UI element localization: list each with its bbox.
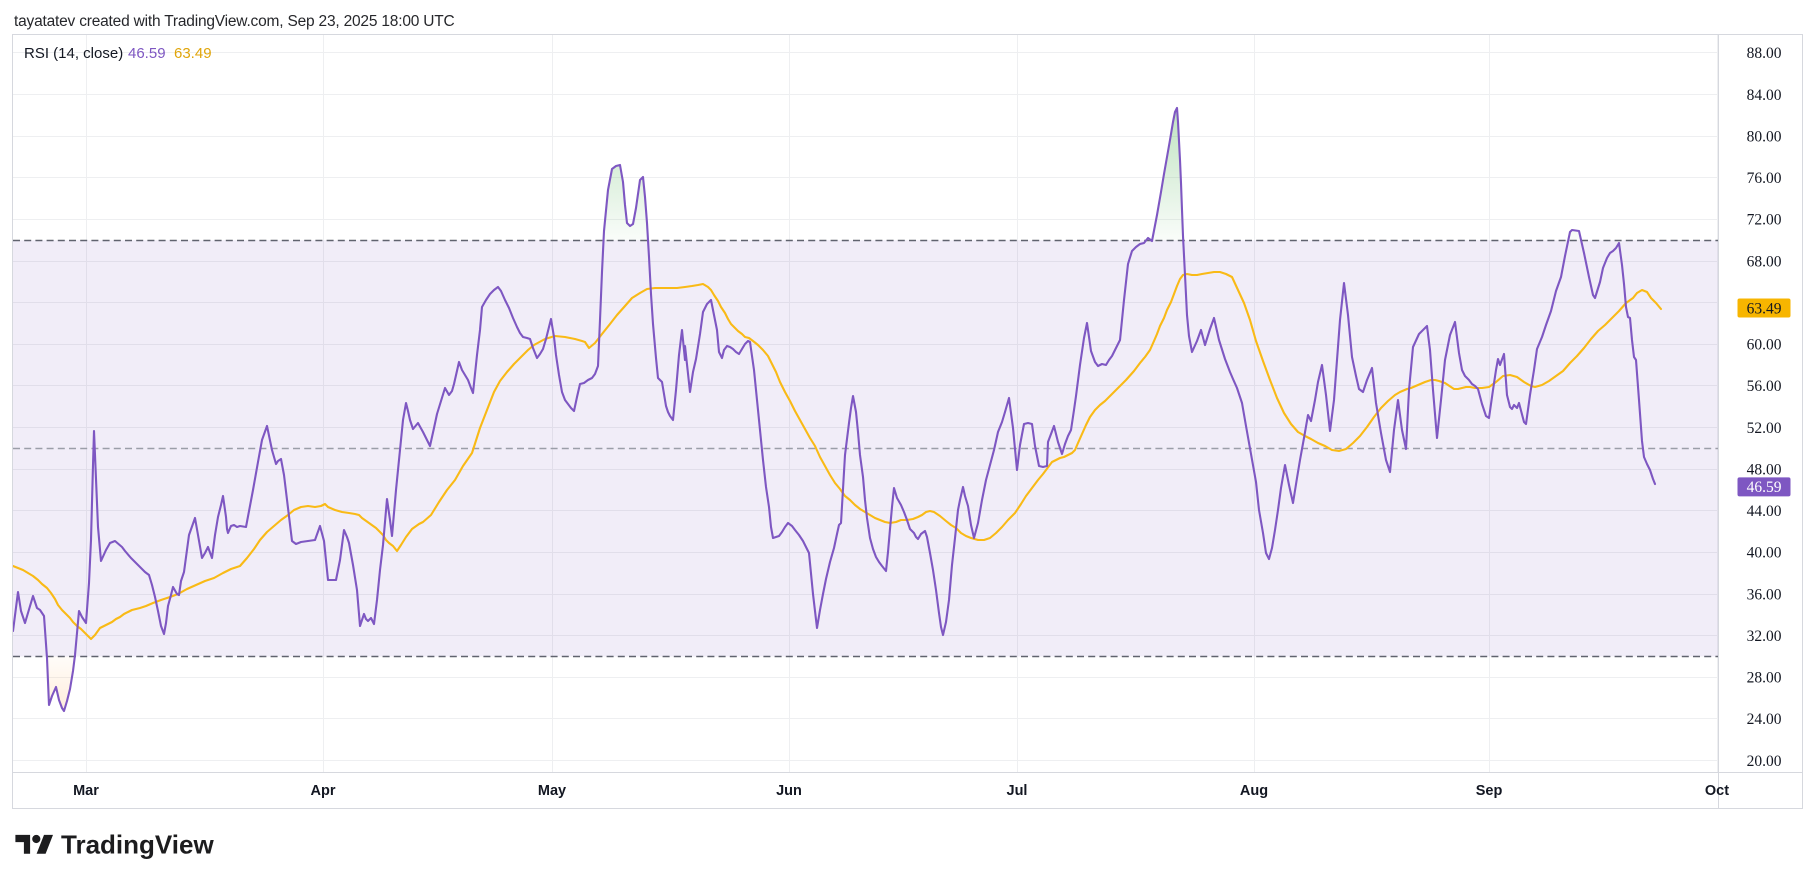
svg-text:RSI (14, close): RSI (14, close) — [24, 45, 123, 62]
svg-text:56.00: 56.00 — [1747, 378, 1782, 395]
svg-text:84.00: 84.00 — [1747, 87, 1782, 104]
svg-text:88.00: 88.00 — [1747, 45, 1782, 62]
svg-text:May: May — [538, 783, 566, 799]
svg-text:76.00: 76.00 — [1747, 170, 1782, 187]
svg-text:44.00: 44.00 — [1747, 503, 1782, 520]
svg-text:80.00: 80.00 — [1747, 129, 1782, 146]
svg-text:Oct: Oct — [1705, 783, 1729, 799]
svg-text:20.00: 20.00 — [1747, 753, 1782, 770]
svg-text:40.00: 40.00 — [1747, 545, 1782, 562]
svg-text:28.00: 28.00 — [1747, 670, 1782, 687]
svg-text:Mar: Mar — [73, 783, 99, 799]
svg-text:36.00: 36.00 — [1747, 586, 1782, 603]
svg-text:63.49: 63.49 — [174, 45, 212, 62]
svg-text:Jun: Jun — [776, 783, 802, 799]
svg-text:Sep: Sep — [1476, 783, 1503, 799]
svg-text:46.59: 46.59 — [128, 45, 166, 62]
svg-text:Apr: Apr — [311, 783, 336, 799]
svg-text:48.00: 48.00 — [1747, 462, 1782, 479]
svg-text:68.00: 68.00 — [1747, 253, 1782, 270]
svg-text:24.00: 24.00 — [1747, 711, 1782, 728]
svg-text:32.00: 32.00 — [1747, 628, 1782, 645]
svg-text:60.00: 60.00 — [1747, 337, 1782, 354]
svg-text:Jul: Jul — [1007, 783, 1028, 799]
svg-text:63.49: 63.49 — [1747, 300, 1782, 317]
svg-text:Aug: Aug — [1240, 783, 1268, 799]
svg-text:72.00: 72.00 — [1747, 212, 1782, 229]
svg-text:TradingView: TradingView — [61, 830, 214, 860]
svg-text:52.00: 52.00 — [1747, 420, 1782, 437]
svg-text:tayatatev created with Trading: tayatatev created with TradingView.com, … — [14, 13, 455, 30]
svg-text:46.59: 46.59 — [1747, 479, 1782, 496]
